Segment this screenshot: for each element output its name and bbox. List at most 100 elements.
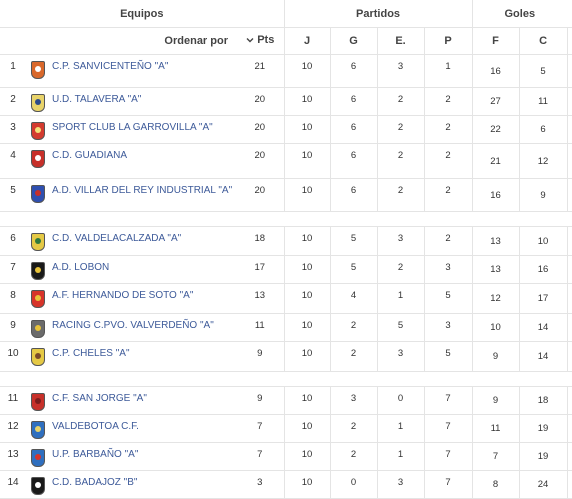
row-spacer xyxy=(566,414,572,443)
row-spacer xyxy=(566,442,572,471)
row-spacer xyxy=(566,87,572,116)
row-spacer xyxy=(566,54,572,88)
team-crest-icon xyxy=(31,449,45,467)
team-cell: C.D. BADAJOZ "B" xyxy=(50,470,236,499)
team-name-link[interactable]: C.P. SANVICENTEÑO "A" xyxy=(52,61,169,72)
team-name-link[interactable]: C.D. VALDELACALZADA "A" xyxy=(52,233,182,244)
table-row: 2 U.D. TALAVERA "A" 20 10 6 2 2 27 11 xyxy=(0,87,572,116)
drawn-cell: 2 xyxy=(376,178,425,212)
goals-against-cell: 9 xyxy=(518,178,568,212)
won-cell: 6 xyxy=(329,178,378,212)
played-cell: 10 xyxy=(283,54,331,88)
goals-against-cell: 24 xyxy=(518,470,568,499)
played-cell: 10 xyxy=(283,341,331,372)
position-cell: 4 xyxy=(0,143,26,179)
team-name-link[interactable]: VALDEBOTOA C.F. xyxy=(52,421,139,432)
points-cell: 9 xyxy=(236,386,285,415)
lost-cell: 7 xyxy=(423,386,473,415)
row-spacer xyxy=(566,341,572,372)
team-cell: C.P. CHELES "A" xyxy=(50,341,236,372)
position-cell: 9 xyxy=(0,313,26,342)
won-cell: 3 xyxy=(329,386,378,415)
header-f: F xyxy=(471,27,520,55)
table-row: 10 C.P. CHELES "A" 9 10 2 3 5 9 14 xyxy=(0,341,572,372)
goals-against-cell: 19 xyxy=(518,442,568,471)
goals-for-cell: 13 xyxy=(471,255,520,284)
points-cell: 21 xyxy=(236,54,285,88)
row-spacer xyxy=(566,470,572,499)
played-cell: 10 xyxy=(283,414,331,443)
goals-against-cell: 14 xyxy=(518,341,568,372)
played-cell: 10 xyxy=(283,470,331,499)
table-row: 7 A.D. LOBON 17 10 5 2 3 13 16 xyxy=(0,255,572,284)
drawn-cell: 3 xyxy=(376,54,425,88)
drawn-cell: 0 xyxy=(376,386,425,415)
team-name-link[interactable]: C.F. SAN JORGE "A" xyxy=(52,393,147,404)
row-spacer xyxy=(566,143,572,179)
sort-by-pts[interactable]: Pts xyxy=(236,27,285,55)
table-row: 12 VALDEBOTOA C.F. 7 10 2 1 7 11 19 xyxy=(0,414,572,443)
drawn-cell: 5 xyxy=(376,313,425,342)
points-cell: 17 xyxy=(236,255,285,284)
crest-cell xyxy=(26,313,50,342)
points-cell: 13 xyxy=(236,283,285,314)
won-cell: 6 xyxy=(329,143,378,179)
header-c: C xyxy=(518,27,568,55)
lost-cell: 2 xyxy=(423,178,473,212)
team-cell: A.D. VILLAR DEL REY INDUSTRIAL "A" xyxy=(50,178,236,212)
drawn-cell: 1 xyxy=(376,442,425,471)
played-cell: 10 xyxy=(283,283,331,314)
team-name-link[interactable]: A.D. LOBON xyxy=(52,262,110,273)
position-cell: 1 xyxy=(0,54,26,88)
goals-for-cell: 8 xyxy=(471,470,520,499)
row-spacer xyxy=(566,255,572,284)
lost-cell: 5 xyxy=(423,283,473,314)
team-name-link[interactable]: U.D. TALAVERA "A" xyxy=(52,94,142,105)
lost-cell: 2 xyxy=(423,143,473,179)
crest-cell xyxy=(26,178,50,212)
lost-cell: 5 xyxy=(423,341,473,372)
team-cell: VALDEBOTOA C.F. xyxy=(50,414,236,443)
row-spacer xyxy=(566,283,572,314)
team-name-link[interactable]: C.D. GUADIANA xyxy=(52,150,128,161)
crest-cell xyxy=(26,54,50,88)
drawn-cell: 2 xyxy=(376,115,425,144)
group-header-row: Equipos Partidos Goles xyxy=(0,0,572,28)
row-spacer xyxy=(566,313,572,342)
team-name-link[interactable]: C.D. BADAJOZ "B" xyxy=(52,477,138,488)
team-cell: SPORT CLUB LA GARROVILLA "A" xyxy=(50,115,236,144)
drawn-cell: 3 xyxy=(376,470,425,499)
won-cell: 6 xyxy=(329,54,378,88)
played-cell: 10 xyxy=(283,115,331,144)
crest-cell xyxy=(26,255,50,284)
team-cell: C.D. GUADIANA xyxy=(50,143,236,179)
team-name-link[interactable]: RACING C.PVO. VALVERDEÑO "A" xyxy=(52,320,214,331)
team-name-link[interactable]: SPORT CLUB LA GARROVILLA "A" xyxy=(52,122,213,133)
goals-for-cell: 9 xyxy=(471,341,520,372)
order-by-label: Ordenar por xyxy=(0,27,236,55)
team-cell: C.F. SAN JORGE "A" xyxy=(50,386,236,415)
header-p: P xyxy=(423,27,473,55)
team-cell: U.P. BARBAÑO "A" xyxy=(50,442,236,471)
team-name-link[interactable]: C.P. CHELES "A" xyxy=(52,348,130,359)
lost-cell: 3 xyxy=(423,313,473,342)
position-cell: 2 xyxy=(0,87,26,116)
team-name-link[interactable]: A.F. HERNANDO DE SOTO "A" xyxy=(52,290,194,301)
drawn-cell: 1 xyxy=(376,283,425,314)
team-name-link[interactable]: A.D. VILLAR DEL REY INDUSTRIAL "A" xyxy=(52,185,233,196)
team-crest-icon xyxy=(31,61,45,79)
team-crest-icon xyxy=(31,122,45,140)
table-row: 13 U.P. BARBAÑO "A" 7 10 2 1 7 7 19 xyxy=(0,442,572,471)
points-cell: 20 xyxy=(236,178,285,212)
points-cell: 9 xyxy=(236,341,285,372)
team-cell: C.D. VALDELACALZADA "A" xyxy=(50,226,236,256)
table-row: 14 C.D. BADAJOZ "B" 3 10 0 3 7 8 24 xyxy=(0,470,572,499)
position-cell: 14 xyxy=(0,470,26,499)
points-cell: 20 xyxy=(236,87,285,116)
group-goals: Goles xyxy=(471,0,568,28)
goals-for-cell: 11 xyxy=(471,414,520,443)
goals-for-cell: 21 xyxy=(471,143,520,179)
goals-against-cell: 6 xyxy=(518,115,568,144)
team-name-link[interactable]: U.P. BARBAÑO "A" xyxy=(52,449,139,460)
